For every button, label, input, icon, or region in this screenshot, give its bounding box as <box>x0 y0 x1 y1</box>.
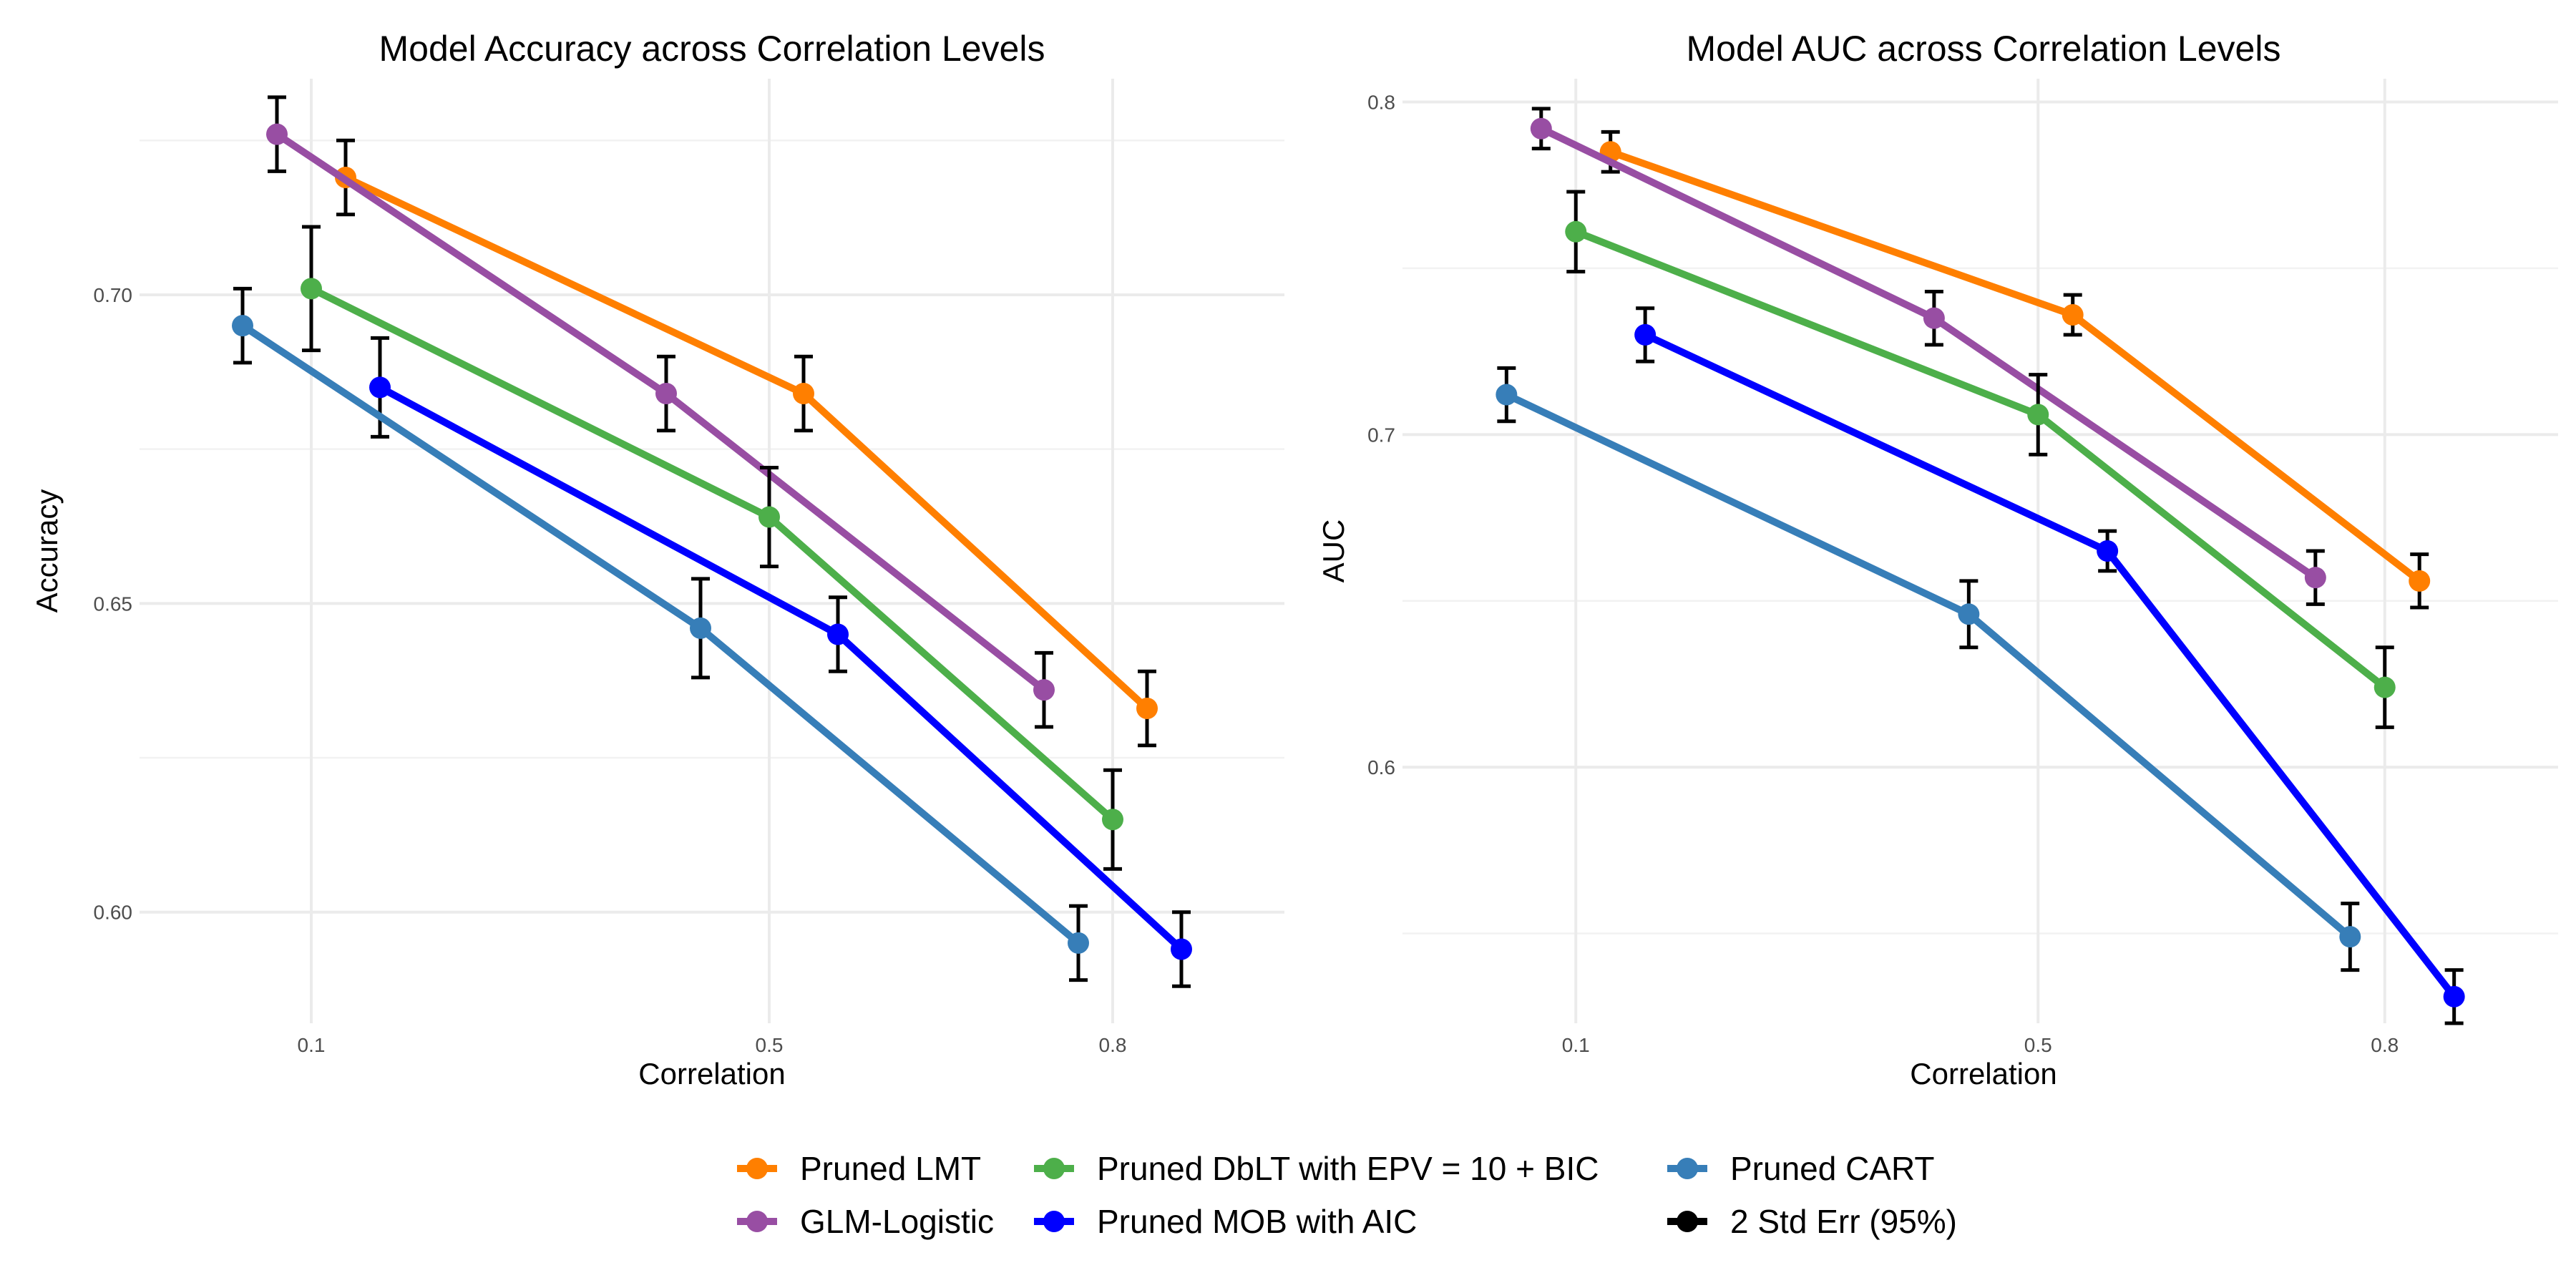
accuracy-x-axis: 0.1 0.5 0.8 <box>298 1034 1127 1056</box>
accuracy-series-pruned-lmt <box>335 138 1158 748</box>
auc-series-pruned-dblt-with-epv-10-bic <box>1565 190 2396 729</box>
data-point <box>1496 384 1518 406</box>
auc-panel: Model AUC across Correlation Levels 0.60… <box>1317 29 2558 1091</box>
auc-y-tick-label: 0.6 <box>1367 756 1395 779</box>
data-point <box>690 617 711 639</box>
data-point <box>1171 938 1192 960</box>
auc-x-tick-label: 0.5 <box>2024 1034 2052 1056</box>
data-point <box>758 506 780 528</box>
legend-label: Pruned LMT <box>800 1150 981 1187</box>
data-point <box>2027 404 2049 426</box>
line-point-icon <box>746 1158 768 1179</box>
data-point <box>2339 926 2361 948</box>
data-point <box>2062 304 2084 326</box>
legend-item-pruned-dblt-with-epv-10-bic: Pruned DbLT with EPV = 10 + BIC <box>1034 1150 1599 1187</box>
legend-item-2-std-err-95: 2 Std Err (95%) <box>1667 1203 1957 1240</box>
data-point <box>2443 985 2465 1008</box>
legend-label: GLM-Logistic <box>800 1203 994 1240</box>
line-point-icon <box>1043 1158 1065 1179</box>
auc-y-tick-label: 0.8 <box>1367 92 1395 114</box>
legend-label: Pruned DbLT with EPV = 10 + BIC <box>1097 1150 1599 1187</box>
accuracy-x-tick-label: 0.1 <box>298 1034 326 1056</box>
data-point <box>2373 676 2396 698</box>
data-point <box>793 383 814 404</box>
auc-x-tick-label: 0.8 <box>2371 1034 2399 1056</box>
line-point-icon <box>1043 1211 1065 1232</box>
legend-item-pruned-lmt: Pruned LMT <box>737 1150 981 1187</box>
data-point <box>827 623 849 645</box>
auc-y-axis-title: AUC <box>1317 519 1350 583</box>
data-point <box>655 383 677 404</box>
legend-item-pruned-cart: Pruned CART <box>1667 1150 1935 1187</box>
accuracy-x-axis-title: Correlation <box>638 1057 785 1091</box>
line-point-icon <box>1677 1211 1698 1232</box>
accuracy-y-axis: 0.60 0.65 0.70 <box>94 284 133 924</box>
accuracy-series-pruned-dblt-with-epv-10-bic <box>301 225 1123 871</box>
auc-series-pruned-mob-with-aic <box>1634 306 2465 1025</box>
legend: Pruned LMT GLM-Logistic Pruned DbLT with E… <box>737 1150 1957 1240</box>
data-point <box>369 376 391 399</box>
accuracy-series-glm-logistic <box>266 95 1055 729</box>
accuracy-panel-title: Model Accuracy across Correlation Levels <box>379 29 1045 69</box>
accuracy-series-pruned-cart <box>232 286 1089 982</box>
data-point <box>2097 540 2119 562</box>
auc-y-axis: 0.6 0.7 0.8 <box>1367 92 1395 779</box>
legend-label: Pruned MOB with AIC <box>1097 1203 1417 1240</box>
data-point <box>1068 932 1089 954</box>
auc-series-pruned-lmt <box>1599 130 2431 610</box>
line-point-icon <box>1677 1158 1698 1179</box>
accuracy-y-tick-label: 0.60 <box>94 902 133 924</box>
legend-label: 2 Std Err (95%) <box>1730 1203 1957 1240</box>
auc-x-tick-label: 0.1 <box>1562 1034 1590 1056</box>
data-point <box>1136 698 1158 719</box>
data-point <box>2409 570 2431 592</box>
auc-panel-title: Model AUC across Correlation Levels <box>1687 29 2281 69</box>
accuracy-y-axis-title: Accuracy <box>30 489 64 613</box>
auc-series <box>1496 107 2465 1025</box>
legend-item-pruned-mob-with-aic: Pruned MOB with AIC <box>1034 1203 1417 1240</box>
data-point <box>1530 117 1552 140</box>
data-point <box>1565 220 1587 243</box>
auc-x-axis: 0.1 0.5 0.8 <box>1562 1034 2399 1056</box>
data-point <box>2304 567 2326 589</box>
auc-series-pruned-cart <box>1496 366 2361 972</box>
auc-series-glm-logistic <box>1530 107 2326 606</box>
data-point <box>301 278 322 300</box>
accuracy-x-tick-label: 0.5 <box>756 1034 784 1056</box>
accuracy-y-tick-label: 0.65 <box>94 592 133 615</box>
data-point <box>1102 809 1123 831</box>
legend-item-glm-logistic: GLM-Logistic <box>737 1203 994 1240</box>
accuracy-panel: Model Accuracy across Correlation Levels… <box>30 29 1284 1091</box>
data-point <box>1634 323 1657 346</box>
auc-y-tick-label: 0.7 <box>1367 424 1395 446</box>
accuracy-x-tick-label: 0.8 <box>1099 1034 1127 1056</box>
data-point <box>232 315 253 337</box>
legend-label: Pruned CART <box>1730 1150 1935 1187</box>
data-point <box>1923 307 1945 329</box>
data-point <box>266 123 288 145</box>
auc-x-axis-title: Correlation <box>1910 1057 2057 1091</box>
data-point <box>1958 603 1980 625</box>
accuracy-y-tick-label: 0.70 <box>94 284 133 306</box>
accuracy-series <box>232 95 1192 988</box>
line-point-icon <box>746 1211 768 1232</box>
data-point <box>1033 679 1055 701</box>
